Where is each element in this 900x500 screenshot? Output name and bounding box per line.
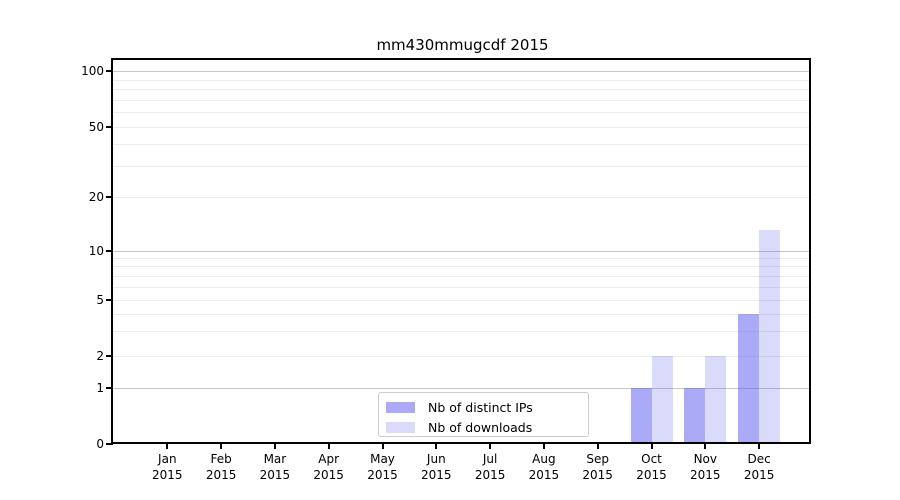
x-tick-mark: [489, 444, 492, 449]
bar-downloads-nov: [705, 356, 727, 444]
x-tick-year: 2015: [743, 468, 775, 482]
legend-swatch-downloads-icon: [386, 421, 415, 433]
x-tick-mark: [166, 444, 169, 449]
x-tick-label: Jun 2015: [404, 451, 468, 483]
legend-item-distinct-ips: Nb of distinct IPs: [386, 399, 578, 415]
x-tick-label: Mar 2015: [243, 451, 307, 483]
legend-swatch-distinct-ips-icon: [386, 401, 415, 413]
bar-distinct-ips-dec: [738, 313, 760, 444]
x-tick-year: 2015: [690, 468, 721, 482]
gridline-minor: [113, 313, 811, 315]
x-tick-year: 2015: [259, 468, 291, 482]
gridline-minor: [113, 286, 811, 288]
x-tick-year: 2015: [152, 468, 183, 482]
x-tick-month: Jan: [158, 452, 177, 466]
x-tick-month: Dec: [747, 452, 771, 466]
x-tick-year: 2015: [205, 468, 237, 482]
x-tick-mark: [435, 444, 438, 449]
x-tick-year: 2015: [474, 468, 506, 482]
gridline-minor: [113, 79, 811, 81]
gridline-minor: [113, 127, 811, 128]
legend: Nb of distinct IPs Nb of downloads: [378, 392, 589, 437]
x-tick-label: May 2015: [351, 451, 415, 483]
y-tick-mark: [106, 70, 113, 72]
x-tick-label: Jul 2015: [458, 451, 522, 483]
gridline-minor: [113, 144, 811, 146]
x-tick-label: Sep 2015: [566, 451, 630, 483]
x-tick-year: 2015: [528, 468, 560, 482]
bar-downloads-oct: [651, 356, 673, 444]
x-tick-mark: [758, 444, 761, 449]
x-tick-mark: [381, 444, 384, 449]
x-tick-label: Dec 2015: [727, 451, 791, 483]
y-tick-mark: [106, 299, 113, 301]
y-tick-label: 20: [88, 190, 104, 204]
y-tick-label: 1: [96, 380, 104, 395]
gridline-minor: [113, 275, 811, 277]
x-tick-month: Oct: [641, 452, 662, 466]
x-tick-mark: [542, 444, 545, 449]
y-tick-mark: [106, 443, 113, 445]
gridline-major: [113, 250, 811, 252]
x-tick-mark: [650, 444, 653, 449]
x-tick-label: Aug 2015: [512, 451, 576, 483]
y-tick-label: 5: [96, 293, 104, 307]
x-tick-month: Aug: [532, 452, 556, 466]
gridline-minor: [113, 197, 811, 198]
x-tick-mark: [327, 444, 330, 449]
gridline-minor: [113, 331, 811, 333]
y-tick-label: 10: [88, 243, 104, 258]
y-tick-mark: [106, 355, 113, 357]
legend-label-distinct-ips: Nb of distinct IPs: [428, 399, 533, 415]
y-tick-label: 100: [81, 64, 104, 78]
legend-label-downloads: Nb of downloads: [428, 419, 533, 435]
gridline-minor: [113, 300, 811, 301]
legend-item-downloads: Nb of downloads: [386, 419, 578, 435]
gridline-minor: [113, 166, 811, 168]
x-tick-month: Sep: [586, 452, 609, 466]
y-tick-mark: [106, 196, 113, 198]
plot-area: [113, 60, 811, 444]
x-tick-month: Nov: [693, 452, 717, 466]
x-tick-year: 2015: [367, 468, 398, 482]
x-tick-month: Jul: [482, 452, 498, 466]
x-tick-year: 2015: [421, 468, 452, 482]
y-tick-label: 0: [96, 437, 104, 451]
gridline-minor: [113, 112, 811, 114]
y-tick-mark: [106, 126, 113, 128]
x-tick-mark: [704, 444, 707, 449]
bar-distinct-ips-nov: [684, 387, 706, 444]
gridline-major: [113, 387, 811, 389]
x-tick-month: Feb: [210, 452, 232, 466]
chart-title: mm430mmugcdf 2015: [376, 36, 549, 54]
y-tick-mark: [106, 249, 113, 252]
gridline-minor: [113, 356, 811, 357]
x-tick-month: May: [370, 452, 395, 466]
x-tick-year: 2015: [582, 468, 613, 482]
x-tick-label: Feb 2015: [189, 451, 253, 483]
gridline-minor: [113, 89, 811, 91]
x-tick-label: Nov 2015: [673, 451, 737, 483]
gridline-minor: [113, 266, 811, 268]
y-tick-label: 50: [88, 120, 104, 134]
y-tick-label: 2: [96, 349, 104, 363]
y-tick-mark: [106, 386, 113, 389]
gridline-minor: [113, 258, 811, 260]
x-tick-mark: [273, 444, 276, 449]
x-tick-label: Oct 2015: [620, 451, 684, 483]
x-tick-month: Jun: [426, 452, 446, 466]
bar-downloads-dec: [759, 230, 781, 444]
x-tick-mark: [220, 444, 223, 449]
x-tick-mark: [596, 444, 599, 449]
x-tick-label: Apr 2015: [297, 451, 361, 483]
x-tick-label: Jan 2015: [135, 451, 199, 483]
x-tick-year: 2015: [313, 468, 344, 482]
bar-distinct-ips-oct: [630, 387, 652, 444]
x-tick-year: 2015: [636, 468, 667, 482]
gridline-major: [113, 71, 811, 72]
gridline-minor: [113, 99, 811, 101]
x-tick-month: Apr: [318, 452, 340, 466]
x-tick-month: Mar: [263, 452, 287, 466]
